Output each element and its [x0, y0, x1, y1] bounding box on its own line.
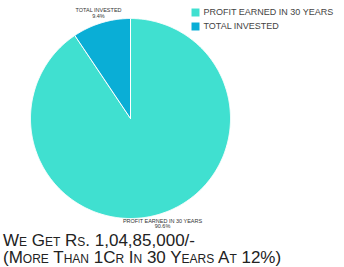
html-text:(More Than 1Cr In 30 Years At: (More Than 1Cr In 30 Years At 12%)	[3, 248, 282, 267]
svg-text:PROFIT EARNED IN 30 YEARS: PROFIT EARNED IN 30 YEARS	[204, 7, 334, 17]
svg-text:TOTAL INVESTED: TOTAL INVESTED	[204, 21, 280, 31]
svg-text:TOTAL INVESTED9.4%: TOTAL INVESTED9.4%	[75, 7, 121, 19]
svg-text:PROFIT EARNED IN 30 YEARS90.6%: PROFIT EARNED IN 30 YEARS90.6%	[123, 218, 203, 230]
html-text:We Get Rs. 1,04,85,000/-: We Get Rs. 1,04,85,000/-	[3, 231, 195, 250]
